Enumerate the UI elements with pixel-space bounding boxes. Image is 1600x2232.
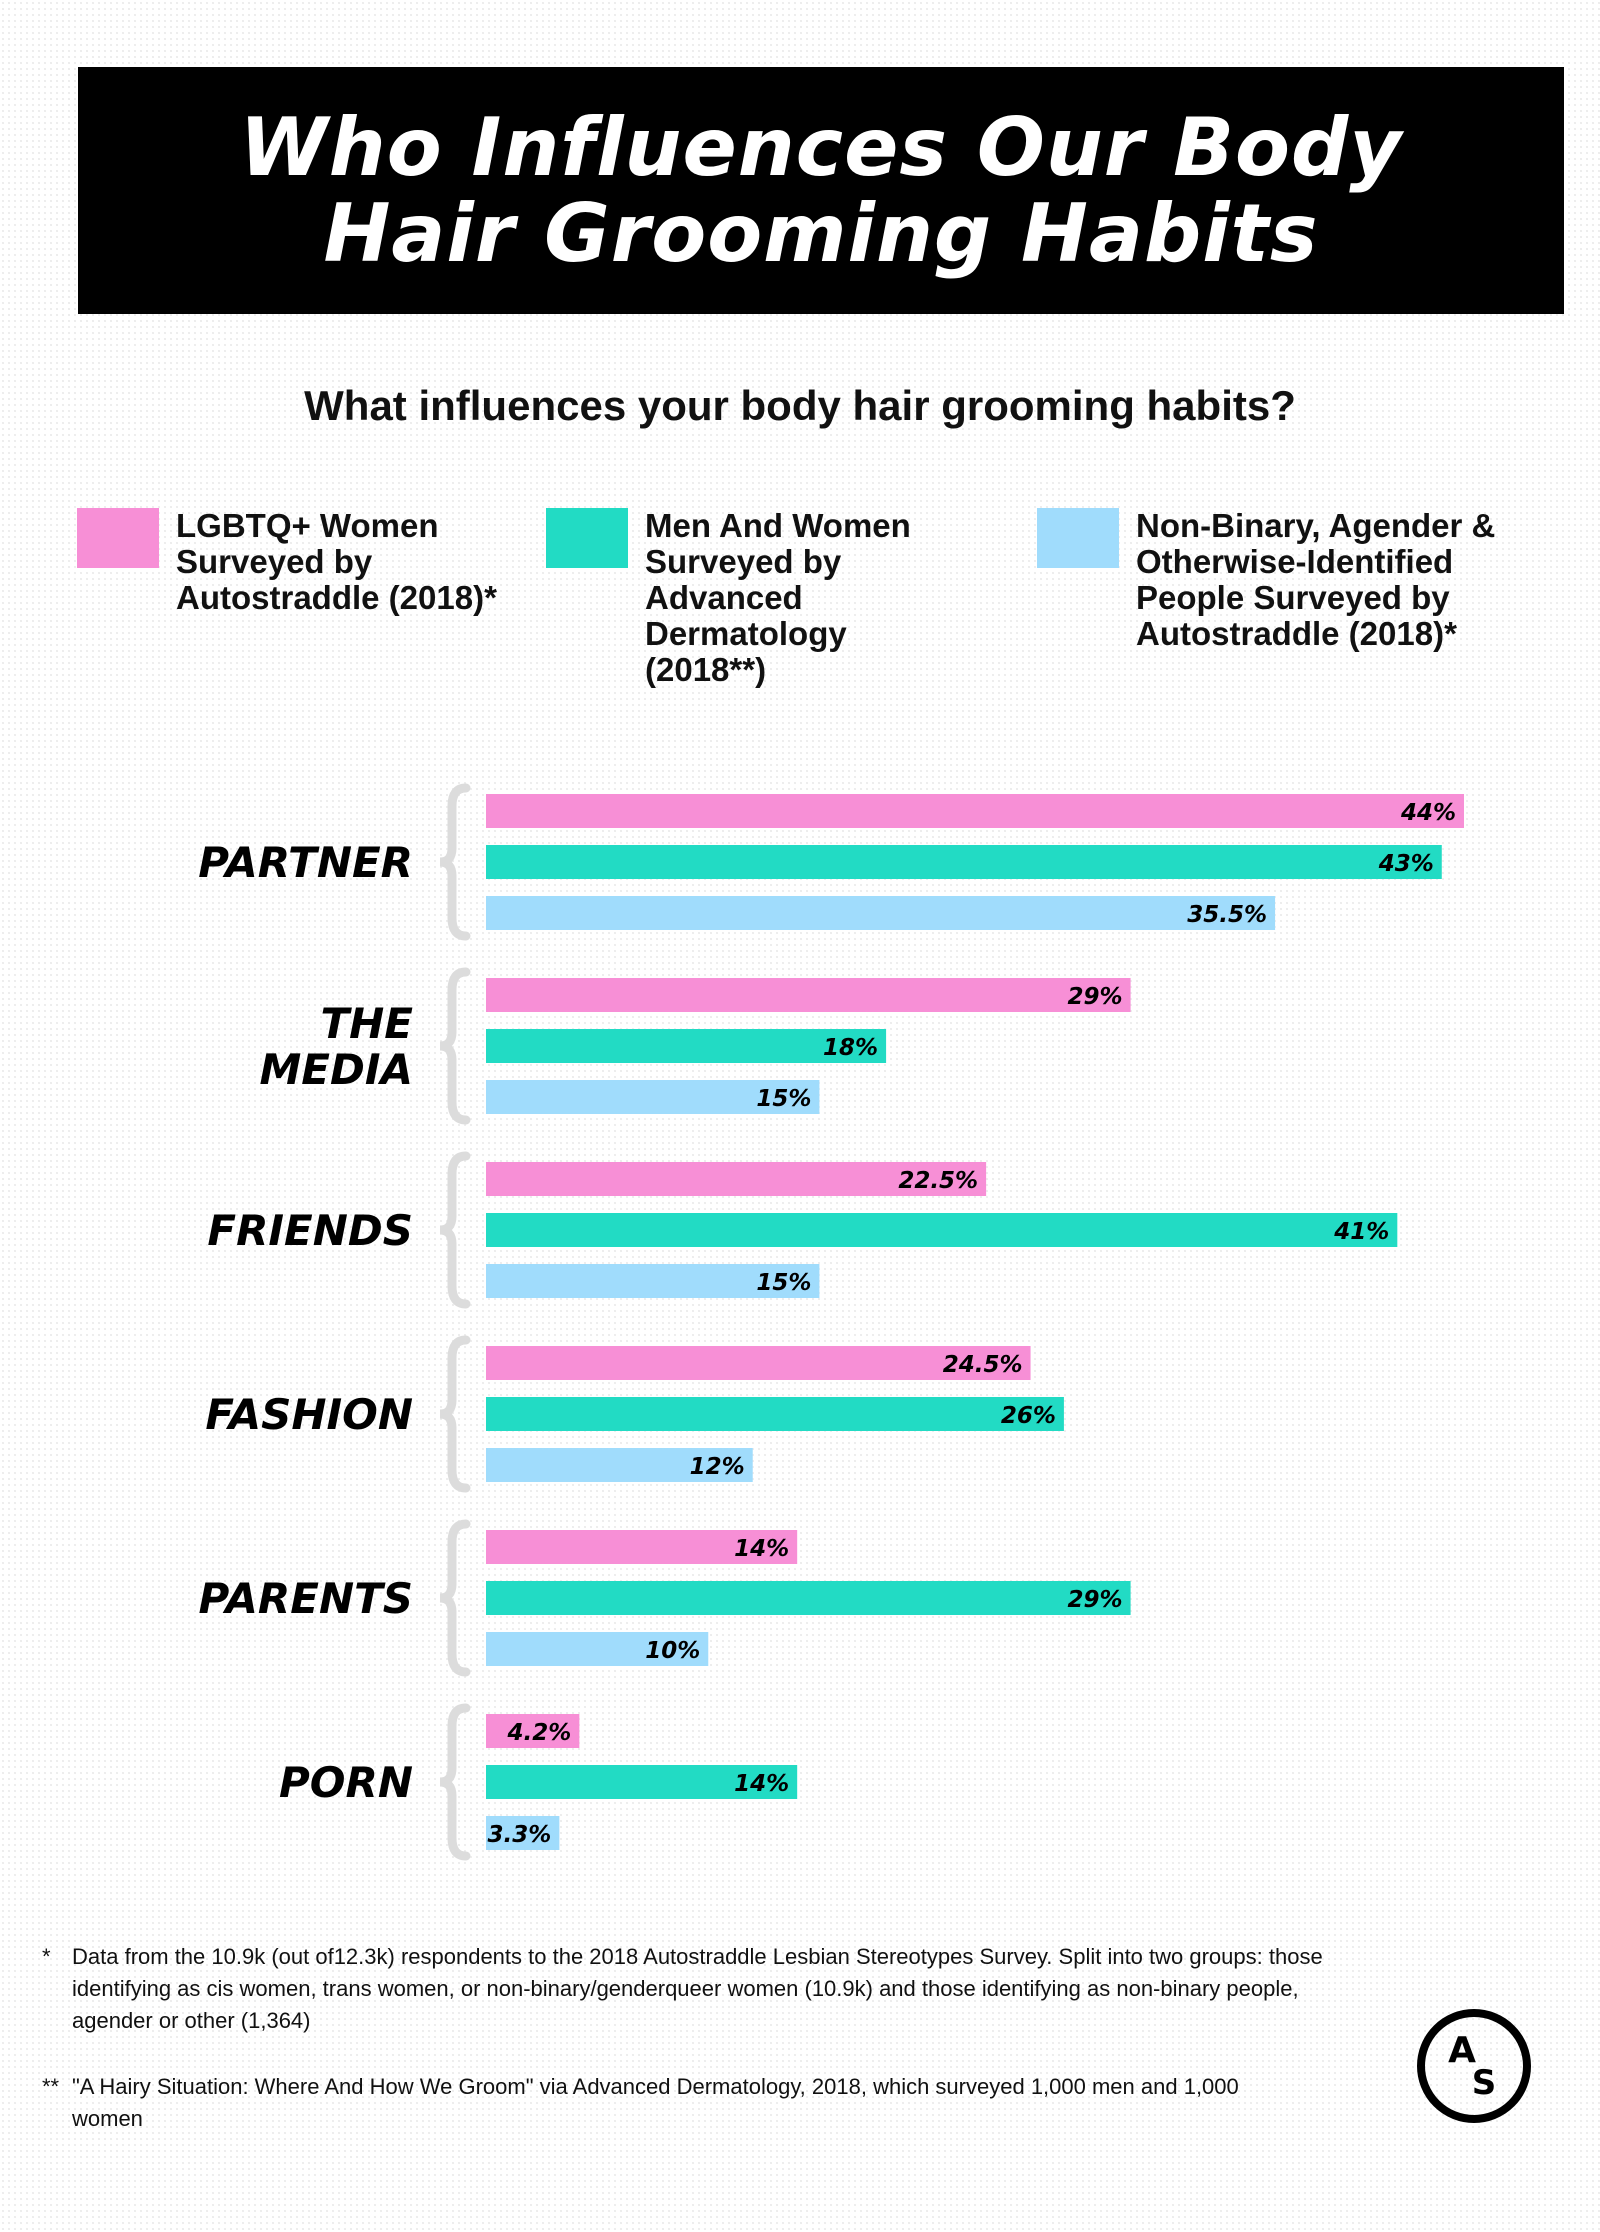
category-group-the-media: THE MEDIA 29% 18% 15% [260,967,1131,1125]
legend-swatch [77,508,159,568]
category-group-porn: PORN 4.2% 14% 3.3% [279,1703,798,1861]
bar-value-label: 35.5% [1187,902,1267,928]
bar-value-label: 14% [734,1771,789,1797]
bar-value-label: 44% [1400,800,1456,826]
bar-friends-men-and-women [486,1213,1398,1247]
bar-value-label: 15% [756,1086,811,1112]
autostraddle-logo: A S [1417,2009,1531,2123]
logo-letter-top: A [1448,2030,1476,2071]
bar-friends-non-binary [486,1264,820,1298]
group-brace [439,967,471,1125]
bar-fashion-non-binary [486,1448,753,1482]
group-brace [439,1519,471,1677]
bar-the-media-non-binary [486,1080,820,1114]
bar-value-label: 24.5% [943,1352,1023,1378]
bar-parents-non-binary [486,1632,709,1666]
bar-value-label: 15% [756,1270,811,1296]
category-label: PARTNER [198,838,413,887]
legend-swatch [546,508,628,568]
bar-value-label: 12% [690,1454,745,1480]
footnote-mark: * [42,1944,51,1969]
bar-porn-lgbtq-women [486,1714,580,1748]
bar-friends-lgbtq-women [486,1162,987,1196]
legend-label: Non-Binary, Agender & Otherwise-Identifi… [1136,507,1496,652]
bar-value-label: 3.3% [488,1822,552,1848]
footnote-mark: ** [42,2074,60,2099]
bar-value-label: 41% [1333,1219,1389,1245]
group-brace [439,1335,471,1493]
category-label: THE MEDIA [260,999,414,1094]
bar-partner-men-and-women [486,845,1442,879]
bar-the-media-men-and-women [486,1029,887,1063]
footnote-text: "A Hairy Situation: Where And How We Gro… [72,2074,1239,2131]
logo-ring [1417,2009,1531,2123]
legend-swatch [1037,508,1119,568]
bar-value-label: 26% [1001,1403,1056,1429]
bar-parents-lgbtq-women [486,1530,798,1564]
bar-value-label: 29% [1068,984,1123,1010]
footnote-2: ** "A Hairy Situation: Where And How We … [42,2071,1282,2135]
group-brace [439,1703,471,1861]
bar-partner-non-binary [486,896,1276,930]
bar-value-label: 18% [823,1035,878,1061]
group-brace [439,1151,471,1309]
bar-porn-men-and-women [486,1765,798,1799]
chart-subtitle: What influences your body hair grooming … [304,382,1296,429]
footnote-text: Data from the 10.9k (out of12.3k) respon… [72,1944,1323,2033]
bar-value-label: 10% [645,1638,700,1664]
bar-value-label: 22.5% [898,1168,978,1194]
category-group-partner: PARTNER 44% 43% 35.5% [198,783,1464,941]
group-brace [439,783,471,941]
footnote-1: * Data from the 10.9k (out of12.3k) resp… [42,1941,1362,2037]
bar-the-media-lgbtq-women [486,978,1131,1012]
bar-parents-men-and-women [486,1581,1131,1615]
category-group-fashion: FASHION 24.5% 26% 12% [205,1335,1064,1493]
legend-label: LGBTQ+ Women Surveyed by Autostraddle (2… [176,507,497,616]
category-label: PORN [279,1758,413,1807]
bar-value-label: 14% [734,1536,789,1562]
category-group-friends: FRIENDS 22.5% 41% 15% [207,1151,1398,1309]
bar-fashion-men-and-women [486,1397,1064,1431]
bar-fashion-lgbtq-women [486,1346,1031,1380]
bar-value-label: 43% [1378,851,1434,877]
legend-label: Men And Women Surveyed by Advanced Derma… [645,507,911,688]
category-label: FRIENDS [207,1206,413,1255]
bar-value-label: 29% [1068,1587,1123,1613]
category-group-parents: PARENTS 14% 29% 10% [198,1519,1131,1677]
category-label: FASHION [205,1390,413,1439]
title-banner: Who Influences Our Body Hair Grooming Ha… [78,67,1564,314]
category-label: PARENTS [198,1574,413,1623]
bar-porn-non-binary [486,1816,560,1850]
page-title: Who Influences Our Body Hair Grooming Ha… [239,100,1403,280]
bar-value-label: 4.2% [507,1720,572,1746]
bar-partner-lgbtq-women [486,794,1464,828]
logo-letter-bottom: S [1472,2063,1497,2103]
